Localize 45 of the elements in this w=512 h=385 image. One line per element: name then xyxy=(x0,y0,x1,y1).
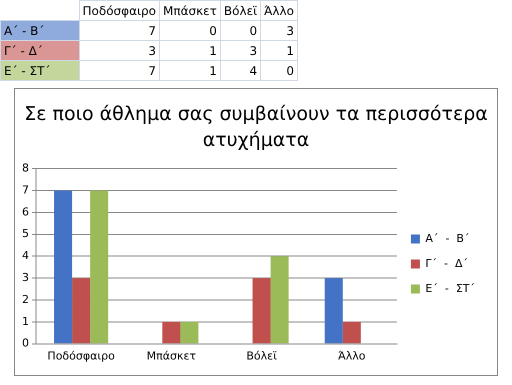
text: 0 xyxy=(160,20,220,40)
x-tick-label: Ποδόσφαιρο xyxy=(47,349,116,362)
text: 3 xyxy=(79,40,160,60)
text: 4 xyxy=(220,60,261,80)
y-tick-label: 7 xyxy=(22,183,29,196)
y-tick-label: 5 xyxy=(22,227,29,240)
chart-title: Σε ποιο άθλημα σας συμβαίνουν τα περισσότερα ατυχήματα xyxy=(23,102,489,153)
legend-label: Γ΄ - Δ΄ xyxy=(425,256,468,270)
y-tick-label: 1 xyxy=(22,314,29,328)
legend-label: Α΄ - Β΄ xyxy=(425,232,470,245)
text: 3 xyxy=(260,20,298,40)
y-tick-label: 8 xyxy=(22,161,29,174)
y-tick-label: 4 xyxy=(22,249,29,262)
text: 1 xyxy=(160,40,220,60)
bar xyxy=(72,278,90,344)
text: 0 xyxy=(260,60,298,80)
bar xyxy=(162,322,180,344)
text: Ε΄ - ΣΤ΄ xyxy=(4,64,50,78)
text: Α΄ - Β΄ xyxy=(4,24,44,38)
y-tick-label: 2 xyxy=(22,292,29,306)
text: 3 xyxy=(220,40,261,60)
bar xyxy=(180,322,198,344)
y-tick-label: 0 xyxy=(22,336,29,350)
legend-label: Ε΄ - ΣΤ΄ xyxy=(425,282,476,295)
bar xyxy=(270,256,289,344)
bar xyxy=(90,190,108,344)
category-label: Ποδόσφαιρο xyxy=(82,4,156,18)
x-tick-label: Μπάσκετ xyxy=(146,349,196,362)
x-tick-label: Βόλεϊ xyxy=(246,349,278,362)
y-tick-label: 3 xyxy=(22,270,29,284)
x-tick-label: Άλλο xyxy=(338,349,366,362)
y-tick-label: 6 xyxy=(22,205,29,218)
bar xyxy=(342,322,361,344)
text: 7 xyxy=(79,60,160,80)
bar xyxy=(324,278,343,344)
text: 1 xyxy=(260,40,298,60)
text: Γ΄ - Δ΄ xyxy=(4,44,43,58)
bar xyxy=(54,190,72,344)
text: 1 xyxy=(160,60,220,80)
text: 0 xyxy=(220,20,261,40)
category-label: Βόλεϊ xyxy=(224,4,258,18)
text: 7 xyxy=(79,20,160,40)
category-label: Μπάσκετ xyxy=(163,4,217,18)
category-label: Άλλο xyxy=(264,4,294,18)
bar xyxy=(252,278,271,344)
